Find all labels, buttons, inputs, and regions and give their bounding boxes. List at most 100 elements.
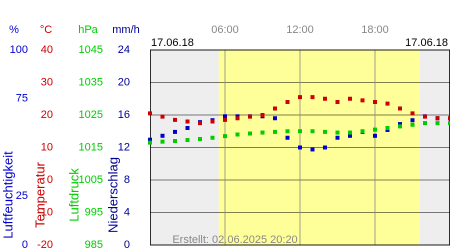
data-point [198, 137, 202, 142]
y-tick-label: 16 [118, 109, 130, 121]
data-point [410, 122, 415, 127]
data-point [210, 135, 215, 140]
y-tick-label: 12 [118, 141, 130, 153]
data-point [323, 129, 327, 134]
data-point [398, 124, 402, 129]
data-point [448, 116, 450, 121]
data-point [148, 111, 152, 116]
data-point [423, 121, 427, 126]
data-point [385, 101, 390, 106]
x-tick-label: 18:00 [361, 24, 389, 36]
axis-unit: hPa [78, 24, 98, 36]
y-tick-label: 1005 [79, 174, 103, 186]
data-point [160, 139, 165, 144]
data-point [223, 114, 227, 119]
data-point [310, 95, 315, 100]
data-point [360, 129, 365, 134]
data-point [285, 129, 290, 134]
data-point [223, 134, 227, 139]
data-point [310, 147, 315, 152]
data-point [285, 135, 290, 140]
data-point [235, 116, 240, 121]
data-point [373, 127, 377, 132]
data-point [435, 121, 440, 126]
y-tick-label: 100 [10, 44, 28, 56]
y-tick-label: 20 [118, 76, 130, 88]
data-point [260, 113, 265, 117]
y-tick-label: 985 [85, 239, 103, 250]
data-point [260, 130, 265, 135]
y-tick-label: -20 [37, 239, 53, 250]
data-point [173, 117, 177, 122]
footer: Erstellt: 02.06.2025 20:20 [172, 234, 297, 246]
data-point [398, 106, 402, 111]
data-point [173, 139, 177, 143]
y-tick-label: 24 [118, 44, 130, 56]
data-point [210, 119, 215, 124]
data-point [185, 119, 190, 124]
data-point [385, 126, 390, 130]
data-point [273, 129, 277, 134]
date-left: 17.06.18 [151, 37, 194, 49]
data-point [298, 95, 302, 100]
y-tick-label: 0 [124, 239, 130, 250]
y-tick-label: 25 [16, 190, 28, 202]
data-point [310, 129, 315, 134]
data-point [360, 98, 365, 103]
data-point [335, 100, 340, 104]
y-tick-label: -10 [37, 206, 53, 218]
y-tick-label: 1025 [79, 109, 103, 121]
y-tick-label: 1035 [79, 76, 103, 88]
data-point [435, 116, 440, 121]
data-point [373, 100, 377, 104]
x-tick-label: 06:00 [211, 24, 239, 36]
data-point [223, 117, 227, 122]
data-point [160, 114, 165, 119]
data-point [298, 129, 302, 134]
data-point [273, 106, 277, 111]
data-point [348, 130, 352, 135]
data-point [398, 122, 402, 127]
axis-unit: mm/h [112, 24, 140, 36]
y-tick-label: 10 [41, 141, 53, 153]
data-point [335, 130, 340, 135]
y-tick-label: 8 [124, 174, 130, 186]
y-tick-label: 0 [22, 239, 28, 250]
y-tick-label: 20 [41, 109, 53, 121]
data-point [248, 131, 252, 136]
data-point [348, 133, 352, 138]
data-point [323, 96, 327, 101]
data-point [348, 96, 352, 101]
data-point [410, 118, 415, 123]
data-point [298, 145, 302, 150]
data-point [285, 100, 290, 104]
axis-title: Luftdruck [66, 168, 81, 222]
y-tick-label: 75 [16, 93, 28, 105]
data-point [273, 116, 277, 121]
data-point [323, 145, 327, 150]
y-tick-label: 4 [124, 206, 130, 218]
data-point [173, 129, 177, 134]
data-point [160, 133, 165, 138]
axis-unit: % [9, 24, 19, 36]
y-tick-label: 1015 [79, 141, 103, 153]
x-tick-label: 12:00 [286, 24, 314, 36]
axis-title: Temperatur [32, 161, 47, 227]
data-point [148, 140, 152, 145]
axis-title: Niederschlag [105, 157, 120, 233]
y-tick-label: 995 [85, 206, 103, 218]
data-point [373, 133, 377, 138]
y-tick-label: 0 [47, 174, 53, 186]
y-tick-label: 1045 [79, 44, 103, 56]
data-point [148, 137, 152, 142]
y-tick-label: 40 [41, 44, 53, 56]
axis-title: Luftfeuchtigkeit [0, 151, 15, 239]
date-right: 17.06.18 [405, 37, 448, 49]
data-point [198, 121, 202, 126]
data-point [423, 114, 427, 119]
data-point [248, 114, 252, 119]
data-point [185, 138, 190, 143]
y-tick-label: 30 [41, 76, 53, 88]
axis-unit: °C [40, 24, 52, 36]
